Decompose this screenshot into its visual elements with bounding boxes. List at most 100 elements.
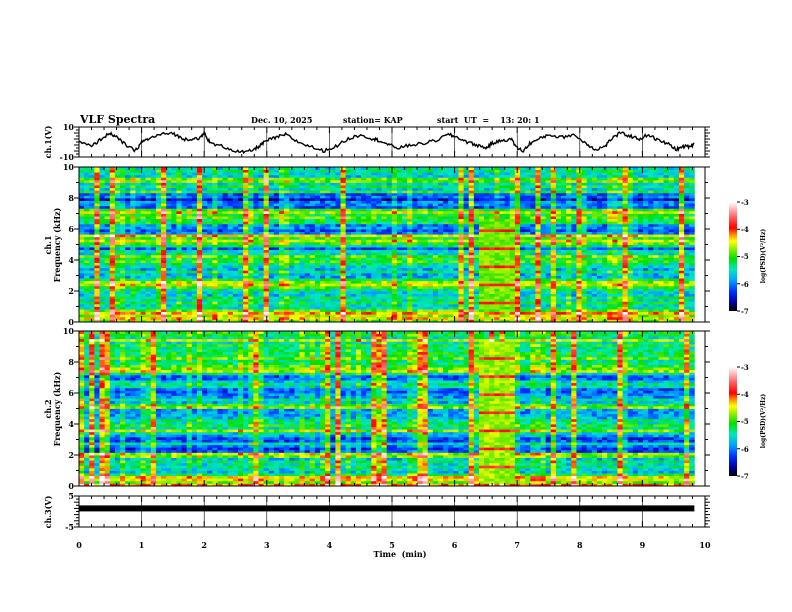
spectrogram-cell xyxy=(212,260,218,263)
spectrogram-cell xyxy=(617,303,623,307)
spectrogram-cell xyxy=(371,239,377,243)
spectrogram-cell xyxy=(243,293,249,297)
spectrogram-cell xyxy=(278,229,285,232)
spectrogram-cell xyxy=(514,249,521,253)
spectrogram-cell xyxy=(607,285,613,289)
spectrogram-cell xyxy=(212,298,218,302)
spectrogram-cell xyxy=(417,262,423,266)
spectrogram-cell xyxy=(253,252,259,256)
spectrogram-cell xyxy=(494,293,500,297)
spectrogram-cell xyxy=(453,319,459,323)
spectrogram-cell xyxy=(535,288,541,292)
spectrogram-cell xyxy=(94,260,100,263)
spectrogram-cell xyxy=(258,244,265,248)
spectrogram-cell xyxy=(622,223,629,227)
spectrogram-cell xyxy=(335,275,341,279)
spectrogram-cell xyxy=(89,247,95,251)
spectrogram-cell xyxy=(545,311,552,315)
spectrogram-cell xyxy=(617,306,623,310)
spectrogram-cell xyxy=(227,291,234,294)
spectrogram-cell xyxy=(125,275,131,279)
spectrogram-cell xyxy=(248,288,254,292)
spectrogram-cell xyxy=(289,296,295,300)
spectrogram-cell xyxy=(243,241,249,245)
spectrogram-cell xyxy=(550,234,557,238)
spectrogram-cell xyxy=(289,241,295,245)
spectrogram-cell xyxy=(289,301,295,305)
spectrogram-cell xyxy=(417,265,423,269)
spectrogram-cell xyxy=(463,221,470,225)
spectrogram-cell xyxy=(648,278,654,282)
spectrogram-cell xyxy=(145,288,152,292)
spectrogram-cell xyxy=(176,278,182,282)
spectrogram-cell xyxy=(196,303,203,307)
spectrogram-cell xyxy=(540,285,547,289)
spectrogram-cell xyxy=(427,257,434,261)
spectrogram-cell xyxy=(125,239,131,243)
spectrogram-cell xyxy=(571,293,577,297)
spectrogram-cell xyxy=(176,244,182,248)
spectrogram-cell xyxy=(550,231,557,235)
spectrogram-cell xyxy=(612,218,618,222)
spectrogram-cell xyxy=(591,265,598,269)
spectrogram-cell xyxy=(161,231,167,235)
spectrogram-cell xyxy=(458,267,464,271)
spectrogram-cell xyxy=(222,223,229,227)
spectrogram-cell xyxy=(514,288,521,292)
spectrogram-cell xyxy=(345,301,352,305)
spectrogram-cell xyxy=(591,221,598,225)
spectrogram-cell xyxy=(427,275,434,279)
spectrogram-cell xyxy=(253,262,259,266)
spectrogram-cell xyxy=(648,257,654,261)
spectrogram-cell xyxy=(391,218,398,222)
spectrogram-cell xyxy=(499,275,506,279)
spectrogram-cell xyxy=(386,229,393,232)
spectrogram-cell xyxy=(422,314,429,318)
spectrogram-cell xyxy=(284,298,290,302)
spectrogram-cell xyxy=(520,244,526,248)
spectrogram-cell xyxy=(422,247,429,251)
spectrogram-cell xyxy=(299,319,306,323)
spectrogram-cell xyxy=(176,296,182,300)
spectrogram-cell xyxy=(407,270,413,274)
spectrogram-cell xyxy=(648,296,654,300)
spectrogram-cell xyxy=(463,316,470,320)
spectrogram-cell xyxy=(437,301,444,305)
spectrogram-cell xyxy=(79,270,85,274)
spectrogram-cell xyxy=(171,229,177,232)
spectrogram-cell xyxy=(191,316,198,320)
spectrogram-cell xyxy=(227,236,234,240)
spectrogram-cell xyxy=(155,319,162,323)
spectrogram-cell xyxy=(237,247,244,251)
spectrogram-cell xyxy=(284,275,290,279)
spectrogram-cell xyxy=(566,216,572,220)
spectrogram-cell xyxy=(484,272,490,276)
spectrogram-cell xyxy=(612,272,618,276)
spectrogram-cell xyxy=(391,257,398,261)
spectrogram-cell xyxy=(489,311,495,315)
spectrogram-cell xyxy=(227,247,234,251)
spectrogram-cell xyxy=(668,244,675,248)
spectrogram-cell xyxy=(678,239,685,243)
spectrogram-cell xyxy=(473,223,480,227)
spectrogram-cell xyxy=(427,272,434,276)
spectrogram-cell xyxy=(145,270,152,274)
spectrogram-cell xyxy=(320,239,326,243)
spectrogram-cell xyxy=(130,252,136,256)
spectrogram-cell xyxy=(150,293,157,297)
spectrogram-cell xyxy=(632,306,639,310)
spectrogram-cell xyxy=(581,241,588,245)
spectrogram-cell xyxy=(186,229,193,232)
spectrogram-cell xyxy=(299,288,306,292)
spectrogram-cell xyxy=(478,267,485,271)
spectrogram-cell xyxy=(350,262,357,266)
spectrogram-cell xyxy=(422,254,429,258)
spectrogram-cell xyxy=(678,223,685,227)
spectrogram-cell xyxy=(504,319,511,323)
spectrogram-cell xyxy=(94,288,100,292)
spectrogram-cell xyxy=(612,293,618,297)
spectrogram-cell xyxy=(166,283,172,287)
spectrogram-cell xyxy=(689,296,695,300)
spectrogram-cell xyxy=(443,226,449,230)
spectrogram-cell xyxy=(653,288,659,292)
